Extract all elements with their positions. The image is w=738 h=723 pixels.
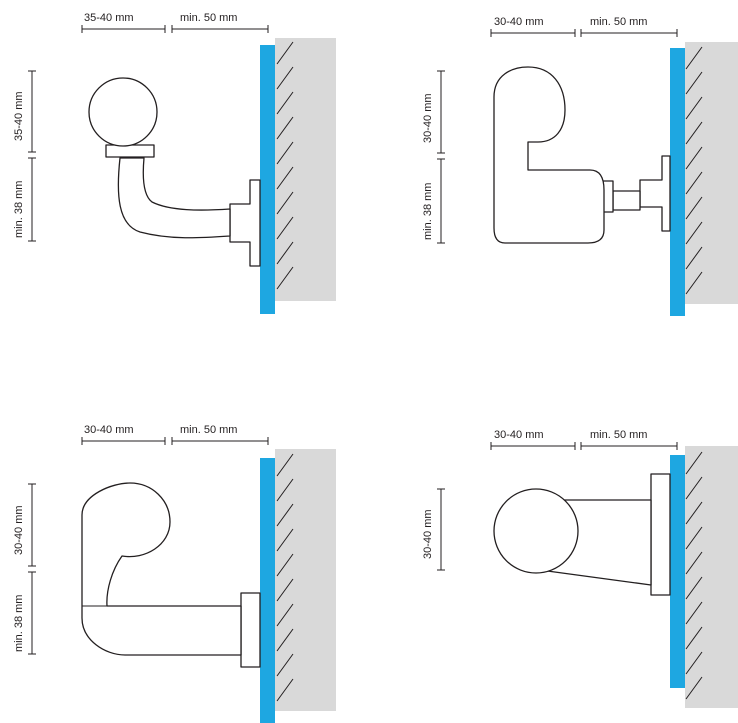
horizontal-label-2: min. 50 mm bbox=[180, 12, 237, 24]
mounting-plate bbox=[650, 473, 671, 596]
dimension-vertical bbox=[437, 70, 445, 244]
mounting-plate bbox=[240, 592, 261, 668]
tow-ball bbox=[88, 77, 158, 147]
horizontal-label-1: 30-40 mm bbox=[494, 429, 544, 441]
ball-collar bbox=[105, 144, 155, 158]
diagram-flange-ball-hitch: 30-40 mm min. 50 mm 30-40 mm bbox=[422, 429, 738, 708]
wall bbox=[275, 449, 336, 711]
bumper bbox=[670, 48, 685, 316]
hitch-body bbox=[493, 66, 605, 244]
vertical-label-2: min. 38 mm bbox=[13, 595, 25, 652]
horizontal-label-1: 30-40 mm bbox=[84, 424, 134, 436]
hitch-body bbox=[81, 482, 242, 656]
horizontal-label-1: 30-40 mm bbox=[494, 16, 544, 28]
bumper bbox=[260, 45, 275, 314]
dimension-horizontal bbox=[81, 25, 269, 33]
horizontal-label-2: min. 50 mm bbox=[590, 16, 647, 28]
mounting-plate bbox=[229, 179, 261, 267]
dimension-vertical bbox=[28, 70, 36, 242]
dimension-vertical bbox=[28, 483, 36, 655]
bumper bbox=[670, 455, 685, 688]
wall bbox=[275, 38, 336, 301]
connector-block bbox=[612, 190, 641, 211]
bumper bbox=[260, 458, 275, 723]
hitch-arm bbox=[117, 157, 231, 239]
diagram-gooseneck-hitch: 30-40 mm min. 50 mm 30-40 mm min. 38 mm bbox=[13, 424, 336, 723]
horizontal-label-1: 35-40 mm bbox=[84, 12, 134, 24]
mounting-plate bbox=[639, 155, 671, 232]
wall bbox=[685, 42, 738, 304]
vertical-label-2: min. 38 mm bbox=[422, 183, 434, 240]
dimension-vertical bbox=[437, 488, 445, 571]
dimension-horizontal bbox=[490, 29, 678, 37]
wall bbox=[685, 446, 738, 708]
vertical-label-1: 30-40 mm bbox=[13, 505, 25, 555]
tow-ball bbox=[493, 488, 579, 574]
horizontal-label-2: min. 50 mm bbox=[180, 424, 237, 436]
dimension-horizontal bbox=[490, 442, 678, 450]
diagram-ball-hitch: 35-40 mm min. 50 mm 35-40 mm min. 38 mm bbox=[13, 12, 336, 314]
vertical-label-1: 35-40 mm bbox=[13, 91, 25, 141]
vertical-label-2: min. 38 mm bbox=[13, 181, 25, 238]
vertical-label-1: 30-40 mm bbox=[422, 93, 434, 143]
vertical-label-1: 30-40 mm bbox=[422, 509, 434, 559]
dimension-horizontal bbox=[81, 437, 269, 445]
diagram-swan-neck-hitch: 30-40 mm min. 50 mm 30-40 mm min. 38 mm bbox=[422, 16, 738, 316]
horizontal-label-2: min. 50 mm bbox=[590, 429, 647, 441]
